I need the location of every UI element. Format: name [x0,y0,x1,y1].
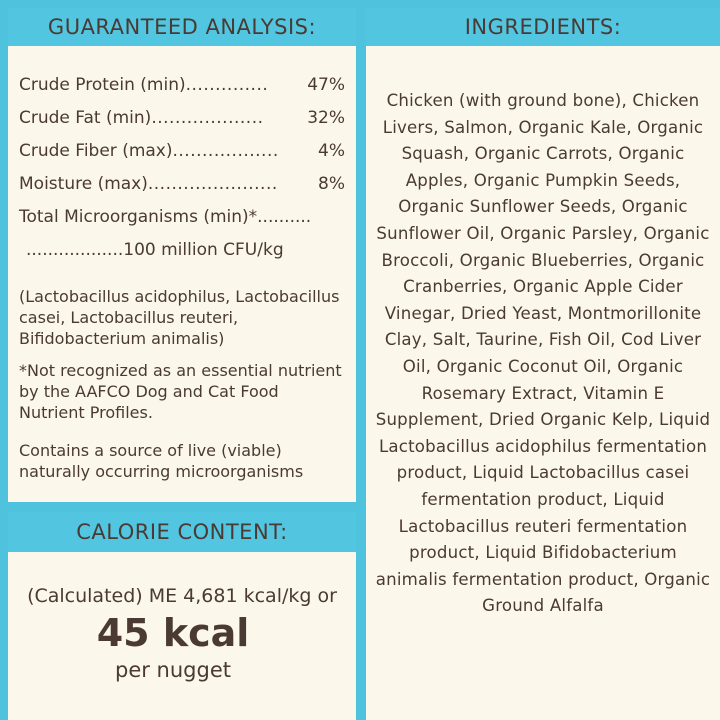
ga-label: Crude Protein (min) [19,75,186,95]
ga-dots: .............. [185,75,269,95]
ga-value: 8% [318,174,345,194]
ga-value: 47% [307,75,345,95]
ingredients-panel: INGREDIENTS: Chicken (with ground bone),… [366,8,720,720]
guaranteed-analysis-panel: GUARANTEED ANALYSIS: Crude Protein (min)… [8,8,356,502]
calorie-content-panel: CALORIE CONTENT: (Calculated) ME 4,681 k… [8,512,356,720]
ga-micro-label: Total Microorganisms (min)*.......... [19,207,312,227]
ingredients-title: INGREDIENTS: [366,8,720,46]
ga-dots: ................... [151,108,264,128]
ga-row-protein: Crude Protein (min).............. 47% [19,74,345,96]
ga-dots: ...................... [147,174,278,194]
ga-dots: .................. [172,141,279,161]
ga-row-moisture: Moisture (max)...................... 8% [19,173,345,195]
ga-value: 32% [307,108,345,128]
guaranteed-analysis-title: GUARANTEED ANALYSIS: [8,8,356,46]
ga-row-fat: Crude Fat (min)................... 32% [19,107,345,129]
calorie-per-nugget-unit: per nugget [115,658,231,682]
ga-label: Crude Fiber (max) [19,141,173,161]
ingredients-list: Chicken (with ground bone), Chicken Live… [375,91,711,616]
ga-label: Moisture (max) [19,174,148,194]
ga-footnote: *Not recognized as an essential nutrient… [19,361,342,422]
ga-live-note: Contains a source of live (viable) natur… [19,441,304,481]
ga-strains: (Lactobacillus acidophilus, Lactobacillu… [19,287,340,348]
ga-row-fiber: Crude Fiber (max).................. 4% [19,140,345,162]
ga-label: Crude Fat (min) [19,108,152,128]
calorie-content-title: CALORIE CONTENT: [8,512,356,552]
calorie-line: (Calculated) ME 4,681 kcal/kg or [27,585,337,607]
calorie-per-nugget-value: 45 kcal [96,611,250,655]
ga-micro-value: ..................100 million CFU/kg [26,240,284,260]
ga-value: 4% [318,141,345,161]
